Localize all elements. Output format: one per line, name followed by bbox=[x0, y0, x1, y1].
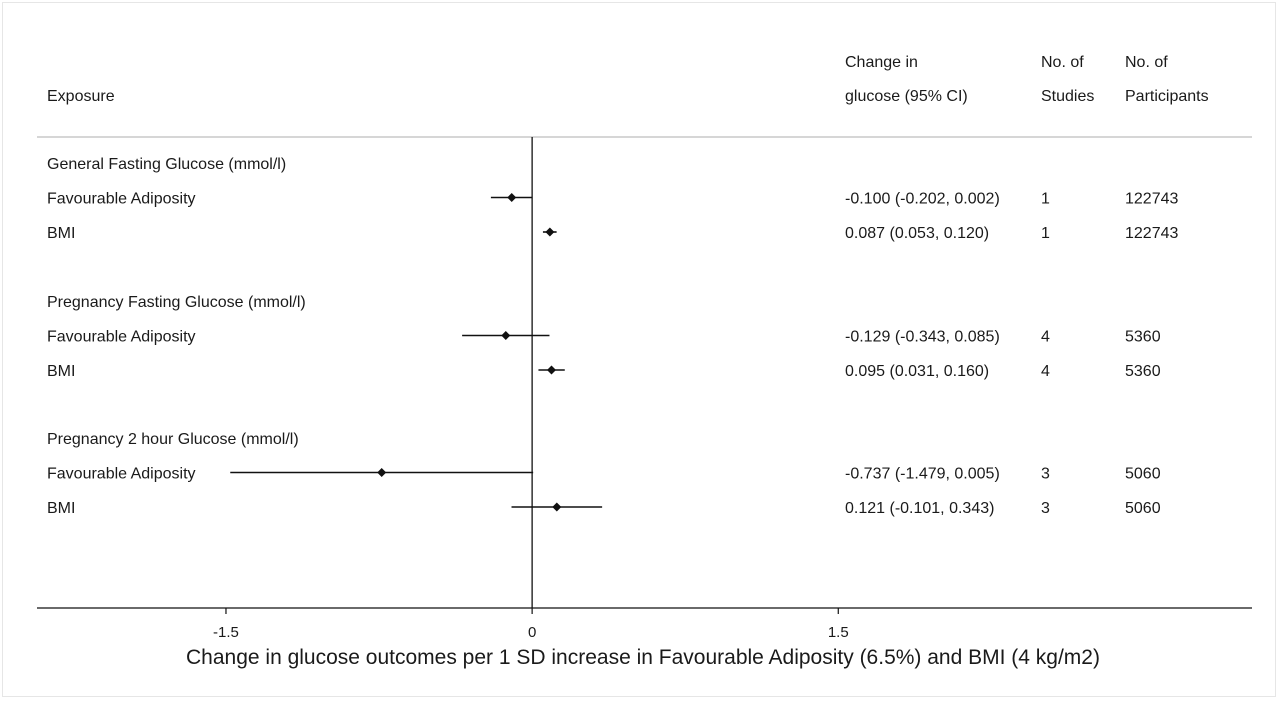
x-axis-title: Change in glucose outcomes per 1 SD incr… bbox=[186, 646, 1100, 669]
row-ci-text: -0.100 (-0.202, 0.002) bbox=[845, 191, 1000, 208]
row-label: BMI bbox=[47, 363, 75, 380]
row-ci-text: 0.095 (0.031, 0.160) bbox=[845, 363, 989, 380]
row-ci-text: -0.737 (-1.479, 0.005) bbox=[845, 466, 1000, 483]
point-estimate-marker bbox=[552, 502, 562, 512]
row-participants: 5060 bbox=[1125, 500, 1161, 517]
row-ci-text: 0.121 (-0.101, 0.343) bbox=[845, 500, 994, 517]
header-participants-line1: No. of bbox=[1125, 54, 1168, 71]
header-studies-line2: Studies bbox=[1041, 88, 1094, 105]
header-change-line1: Change in bbox=[845, 54, 918, 71]
point-estimate-marker bbox=[377, 468, 387, 477]
row-studies: 3 bbox=[1041, 500, 1050, 517]
row-studies: 1 bbox=[1041, 191, 1050, 208]
point-estimate-marker bbox=[545, 227, 555, 237]
row-studies: 1 bbox=[1041, 225, 1050, 242]
row-label: BMI bbox=[47, 500, 75, 517]
x-tick-label: 1.5 bbox=[828, 624, 849, 641]
row-label: Favourable Adiposity bbox=[47, 329, 196, 346]
header-studies-line1: No. of bbox=[1041, 54, 1084, 71]
row-label: BMI bbox=[47, 225, 75, 242]
row-label: Favourable Adiposity bbox=[47, 466, 196, 483]
row-participants: 122743 bbox=[1125, 225, 1178, 242]
point-estimate-marker bbox=[547, 365, 557, 375]
row-studies: 4 bbox=[1041, 329, 1050, 346]
row-participants: 122743 bbox=[1125, 191, 1178, 208]
row-studies: 3 bbox=[1041, 466, 1050, 483]
row-participants: 5360 bbox=[1125, 363, 1161, 380]
header-change-line2: glucose (95% CI) bbox=[845, 88, 968, 105]
row-participants: 5060 bbox=[1125, 466, 1161, 483]
group-title: Pregnancy 2 hour Glucose (mmol/l) bbox=[47, 431, 299, 448]
x-tick-label: 0 bbox=[528, 624, 536, 641]
header-participants-line2: Participants bbox=[1125, 88, 1209, 105]
group-title: Pregnancy Fasting Glucose (mmol/l) bbox=[47, 294, 306, 311]
x-tick-label: -1.5 bbox=[213, 624, 239, 641]
row-ci-text: 0.087 (0.053, 0.120) bbox=[845, 225, 989, 242]
row-label: Favourable Adiposity bbox=[47, 191, 196, 208]
point-estimate-marker bbox=[507, 193, 517, 202]
point-estimate-marker bbox=[501, 331, 511, 340]
row-participants: 5360 bbox=[1125, 329, 1161, 346]
row-ci-text: -0.129 (-0.343, 0.085) bbox=[845, 329, 1000, 346]
row-studies: 4 bbox=[1041, 363, 1050, 380]
header-exposure: Exposure bbox=[47, 88, 115, 105]
group-title: General Fasting Glucose (mmol/l) bbox=[47, 156, 286, 173]
